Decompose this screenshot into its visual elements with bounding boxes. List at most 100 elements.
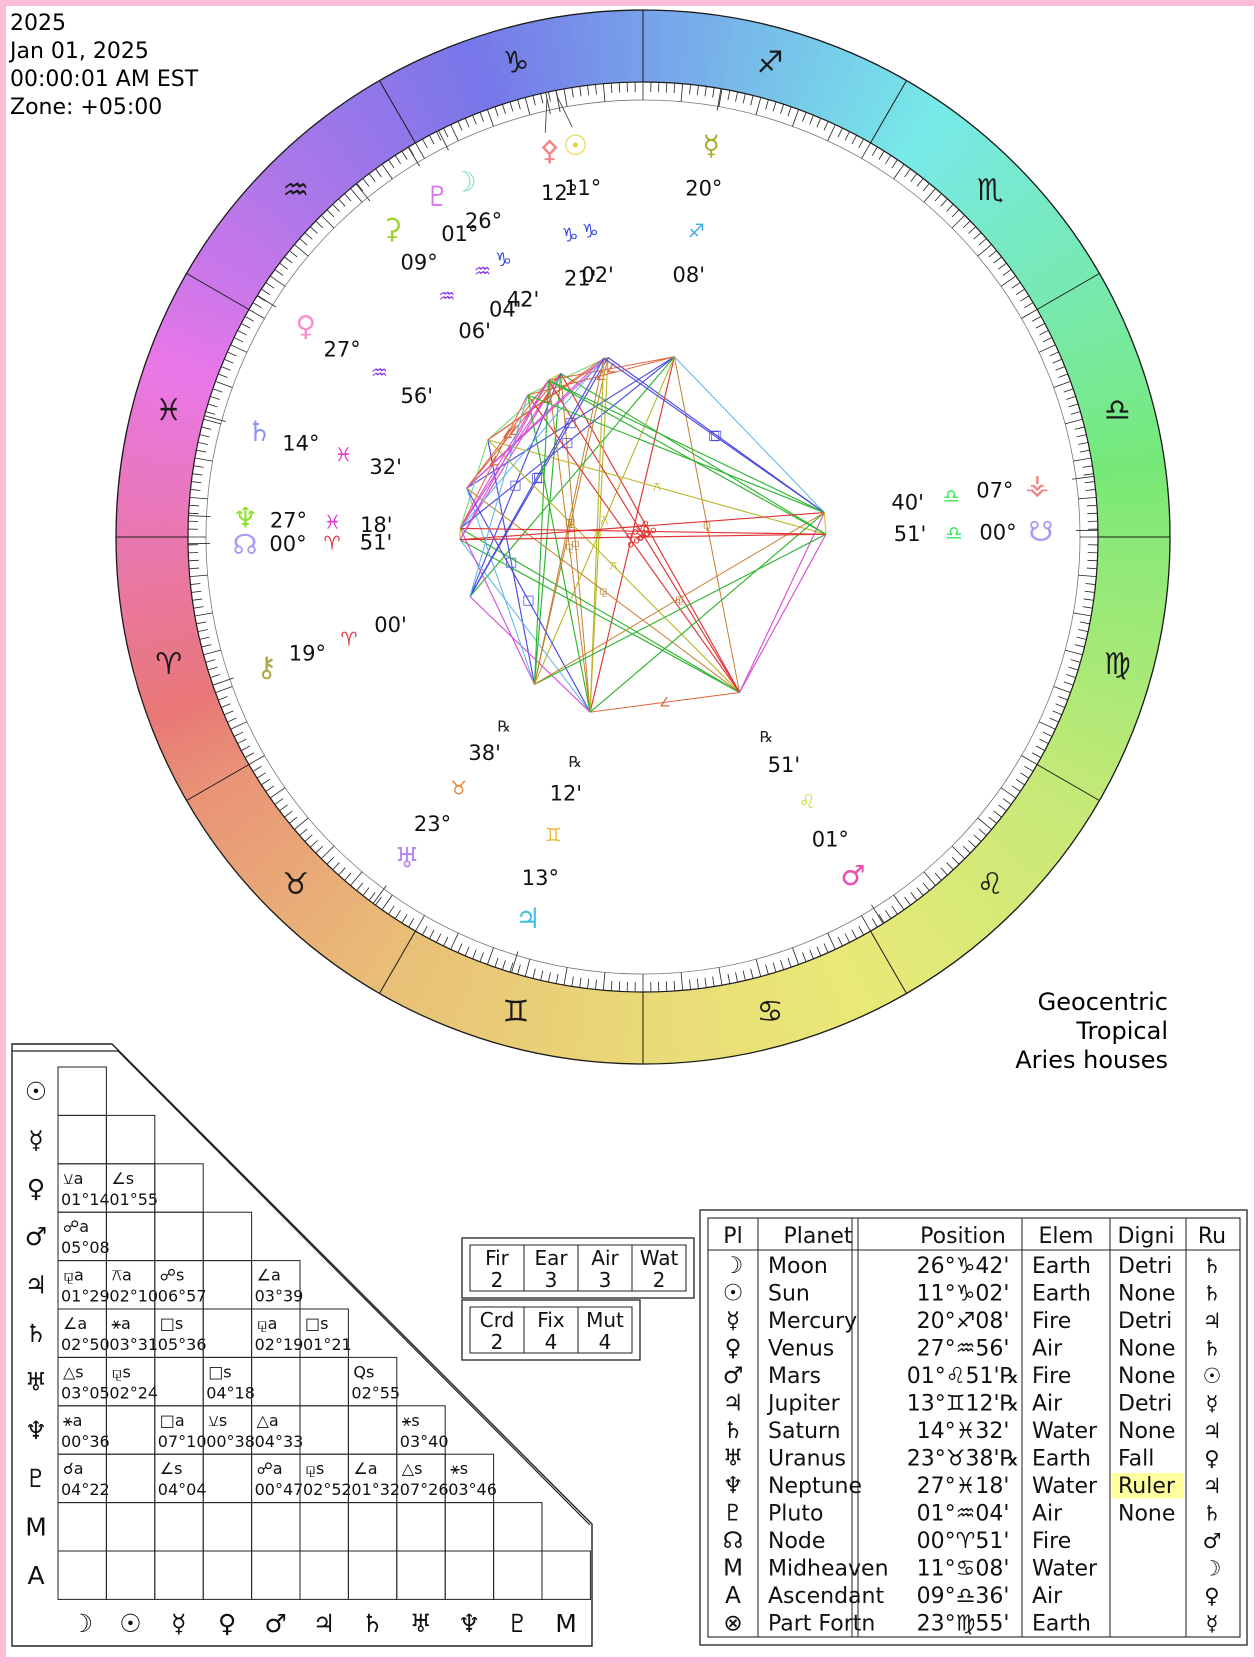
planet-degrees-north-node: 00° (269, 532, 306, 556)
planet-table-inner (707, 1217, 1241, 1638)
aspect-line-sextile-jupiter-chiron (469, 596, 591, 713)
grid-cell-aspect: ⚹s (450, 1459, 468, 1478)
ring-wedge (682, 989, 699, 1062)
digni-highlight (1112, 1473, 1184, 1499)
ring-wedge (127, 631, 200, 656)
degree-tick (1063, 681, 1074, 686)
ring-wedge (340, 909, 389, 975)
degree-tick (429, 929, 435, 939)
sign-boundary (379, 930, 416, 994)
degree-tick (401, 150, 408, 160)
degree-tick (587, 85, 590, 96)
table-ru-glyph: ♀ (1204, 1584, 1219, 1608)
ring-wedge (196, 778, 262, 825)
ring-wedge (1055, 313, 1125, 352)
degree-tick (190, 583, 201, 585)
planet-sign-south-node: ♎ (945, 522, 962, 544)
ring-wedge (1033, 764, 1100, 809)
ring-wedge (1082, 400, 1155, 427)
degree-tick (299, 828, 308, 836)
ring-wedge (233, 198, 295, 251)
ring-sign-glyph-pisces: ♓ (155, 393, 182, 428)
ring-wedge (798, 961, 833, 1033)
ring-wedge (116, 527, 189, 538)
footer-tropical: Tropical (1075, 1017, 1168, 1045)
degree-tick (190, 489, 201, 491)
planet-glyph-uranus: ♅ (394, 841, 419, 874)
footer-aries-houses: Aries houses (1015, 1046, 1168, 1074)
grid-row-glyph: ♆ (25, 1416, 47, 1445)
aspect-line-semisextile-venus-neptune (459, 439, 489, 529)
ring-wedge (1096, 490, 1169, 506)
degree-tick (1078, 496, 1097, 500)
ring-wedge (953, 864, 1010, 923)
degree-tick (326, 209, 335, 218)
ring-wedge (1006, 804, 1070, 855)
ring-wedge (479, 33, 510, 105)
ring-wedge (195, 249, 262, 297)
degree-tick (487, 109, 494, 127)
count-value: 4 (545, 1330, 558, 1354)
ring-sign-glyph-libra: ♎ (1104, 393, 1131, 428)
ring-wedge (177, 281, 246, 324)
degree-tick (422, 926, 428, 936)
table-planet-name: Mars (768, 1364, 821, 1389)
ring-wedge (798, 41, 832, 113)
degree-tick (765, 99, 769, 110)
grid-cell-aspect: ∠a (353, 1459, 377, 1478)
degree-tick (338, 198, 346, 207)
sign-boundary (1036, 273, 1100, 310)
planet-glyph-mars: ♂ (840, 859, 865, 892)
ring-wedge (791, 964, 824, 1036)
ring-wedge (820, 51, 858, 122)
ring-wedge (666, 990, 681, 1064)
degree-tick (602, 83, 606, 102)
degree-tick (988, 816, 997, 824)
ring-wedge (532, 19, 557, 93)
degree-tick (344, 193, 352, 202)
degree-tick (1024, 765, 1034, 772)
degree-tick (189, 504, 200, 507)
grid-cell-orb: 07°10 (158, 1432, 207, 1451)
chart-zone: Zone: +05:00 (10, 95, 162, 120)
degree-tick (436, 131, 442, 141)
degree-tick (332, 203, 340, 212)
ring-wedge (1097, 544, 1170, 556)
degree-tick (680, 972, 684, 991)
planet-sign-chiron: ♈ (340, 628, 357, 650)
planet-degrees-neptune: 27° (270, 509, 307, 533)
ring-wedge (941, 138, 996, 199)
ring-wedge (116, 544, 189, 556)
degree-tick (1068, 403, 1079, 408)
grid-col-glyph: ♂ (264, 1609, 286, 1638)
degree-tick (923, 871, 936, 886)
ring-wedge (1010, 226, 1075, 277)
degree-tick (916, 887, 924, 896)
grid-cell-orb: 02°52 (303, 1480, 352, 1499)
aspect-line-opposition-mars-pluto (548, 379, 741, 693)
degree-tick (532, 95, 536, 106)
aspect-line-sextile-mars-south-node (739, 534, 827, 693)
degree-tick (230, 721, 248, 730)
planet-glyph-ceres: ⚳ (382, 212, 403, 245)
grid-cell-orb: 04°18 (206, 1383, 255, 1402)
ring-wedge (144, 356, 216, 390)
grid-row-glyph: ♄ (25, 1319, 47, 1348)
degree-tick (487, 947, 494, 965)
ring-wedge (206, 791, 271, 840)
degree-tick (422, 138, 428, 148)
grid-col-glyph: ♄ (361, 1609, 383, 1638)
count-label: Fix (537, 1308, 565, 1332)
ring-sign-glyph-cancer: ♋ (757, 994, 784, 1029)
table-position: 27°♓18' (917, 1474, 1010, 1499)
ring-wedge (157, 322, 228, 360)
degree-tick (197, 629, 208, 632)
table-elem: Water (1032, 1474, 1098, 1499)
degree-tick (704, 977, 707, 988)
ring-wedge (251, 841, 311, 897)
aspect-glyph-sesquiquadrate: ⚼ (565, 514, 574, 529)
degree-tick (916, 178, 924, 187)
ring-wedge (325, 110, 376, 174)
table-planet-name: Part Fortn (768, 1612, 875, 1637)
ring-wedge (296, 133, 351, 194)
